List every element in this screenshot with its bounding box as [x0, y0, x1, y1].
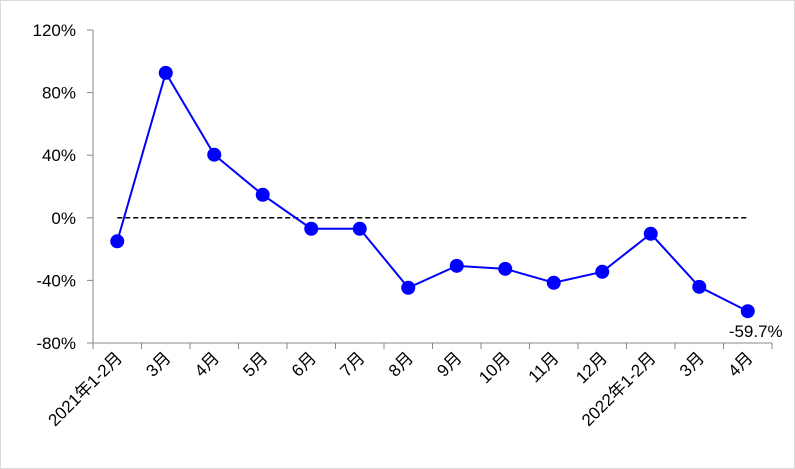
point — [304, 221, 319, 236]
point — [401, 280, 416, 295]
point — [352, 221, 367, 236]
point — [207, 147, 222, 162]
y-tick-label: 0% — [51, 209, 76, 228]
point — [449, 258, 464, 273]
point — [643, 226, 658, 241]
y-tick-label: -80% — [36, 334, 76, 353]
point — [546, 275, 561, 290]
y-tick-label: -40% — [36, 271, 76, 290]
y-tick-label: 40% — [42, 146, 76, 165]
y-tick-label: 80% — [42, 84, 76, 103]
point — [595, 264, 610, 279]
point — [740, 304, 755, 319]
data-label: -59.7% — [729, 322, 783, 341]
point — [692, 279, 707, 294]
y-tick-label: 120% — [33, 21, 76, 40]
point — [158, 65, 173, 80]
point — [255, 187, 270, 202]
series-line — [116, 70, 749, 313]
point — [110, 234, 125, 249]
point — [498, 261, 513, 276]
